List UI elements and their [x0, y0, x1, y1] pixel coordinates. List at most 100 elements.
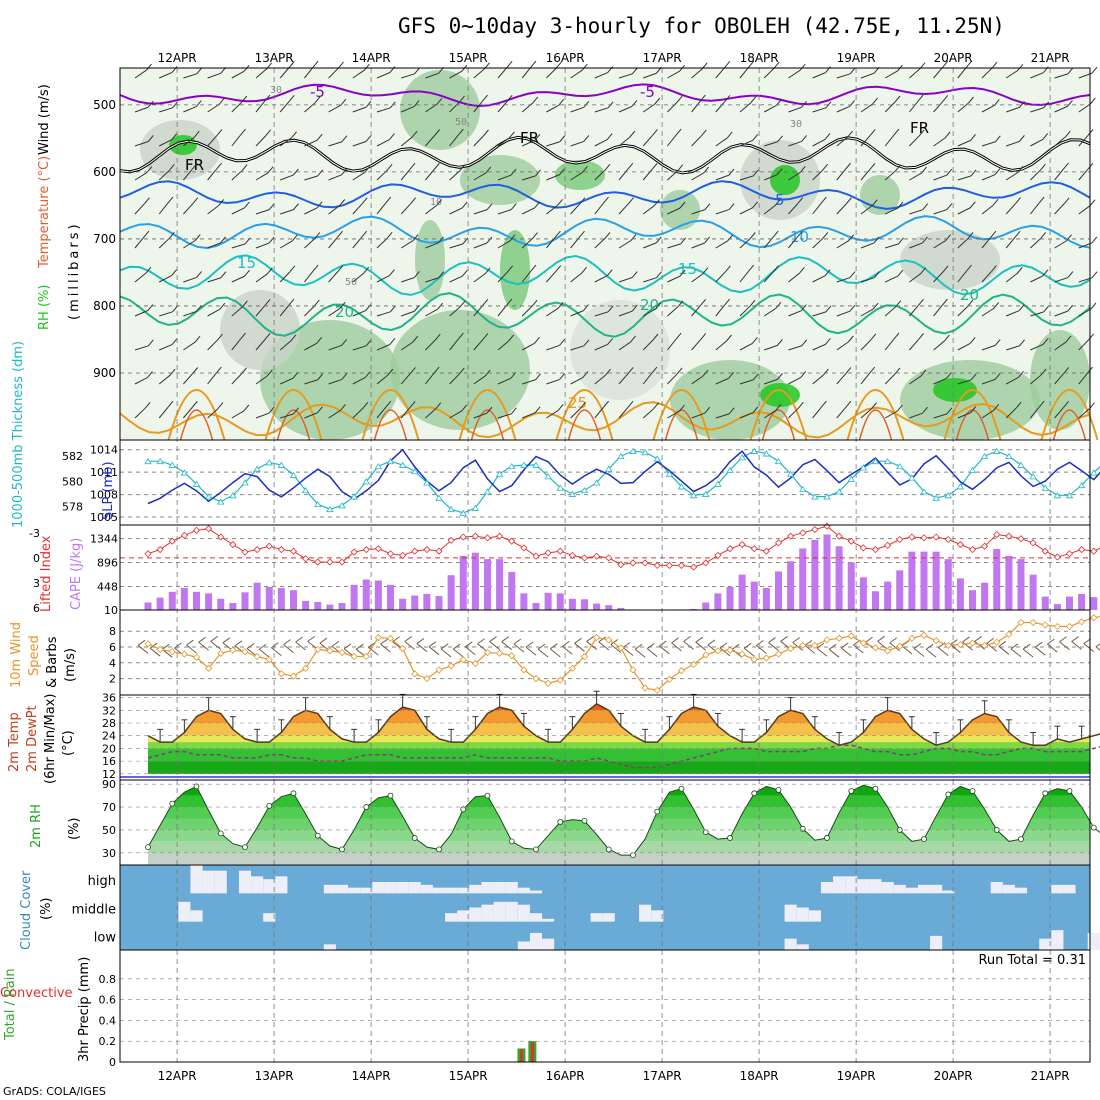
cape-bar	[605, 605, 613, 610]
wind-barb	[1054, 341, 1067, 351]
wind-barb-flag	[1063, 401, 1070, 408]
thickness-point	[495, 470, 504, 477]
wind-barb-10m-flag	[707, 639, 716, 646]
wind-barb	[473, 172, 487, 181]
wind-barb	[473, 68, 485, 79]
warm-loop	[555, 389, 614, 441]
wind-barb-flag	[700, 129, 707, 137]
wind-barb-flag	[801, 339, 808, 347]
wind-barb-flag	[627, 162, 634, 170]
lifted-index-point	[556, 547, 564, 555]
wind-barb-10m	[816, 647, 828, 657]
cape-bar	[399, 598, 407, 610]
panel-bg	[120, 950, 1090, 1062]
wind-barb-flag	[1064, 130, 1071, 138]
wind-barb	[158, 374, 171, 385]
wind-barb-flag	[171, 66, 178, 73]
lifted-index-point	[968, 545, 977, 554]
wind-barb-flag	[193, 130, 200, 138]
wind-speed-point	[641, 684, 649, 692]
wind-barb-flag	[195, 100, 202, 107]
wind-barb-10m-flag	[574, 637, 582, 644]
wind-speed-point	[665, 675, 673, 683]
cape-bar	[496, 559, 504, 610]
wind-barb	[231, 101, 243, 113]
rh-point	[314, 832, 321, 839]
wind-barb-flag	[749, 232, 756, 239]
panel-7	[120, 950, 1090, 1062]
rh-ylabel: 2m RH (%)	[29, 804, 82, 848]
wind-barb-flag	[433, 162, 440, 170]
wind-barb	[521, 305, 533, 317]
top-date-label: 17APR	[643, 51, 682, 65]
wind-barb	[328, 141, 343, 147]
wind-barb	[1054, 373, 1065, 385]
wind-barb-10m	[756, 645, 767, 654]
rh-point	[848, 788, 855, 794]
ylabel-precip: 3hr Precip (mm)	[77, 957, 92, 1062]
wind-barb-10m	[198, 641, 209, 651]
wind-barb-flag	[994, 339, 1001, 346]
wind-barb	[836, 406, 847, 419]
wind-barb-flag	[1015, 401, 1022, 409]
cloud-bar-high	[881, 882, 894, 894]
wind-barb	[1030, 202, 1040, 215]
cape-tick-label: 896	[97, 557, 118, 570]
rh-shade	[570, 300, 670, 400]
wind-barb	[884, 275, 899, 283]
wind-barb-flag	[364, 63, 370, 71]
wind-barb-flag	[291, 234, 298, 242]
wind-barb	[667, 70, 680, 79]
thickness-point	[144, 457, 152, 465]
wind-barb	[376, 406, 387, 419]
wind-barb-10m	[477, 643, 488, 653]
wind-barb-flag	[675, 332, 682, 340]
wind-barb-flag	[341, 338, 348, 346]
wind-barb	[134, 236, 145, 249]
cloud-bar-middle	[651, 910, 664, 922]
wind-barb	[546, 141, 560, 147]
cloud-bar-middle	[445, 913, 458, 922]
rh-shade	[900, 360, 1040, 440]
wind-speed-point	[908, 634, 916, 642]
wind-barb-10m	[465, 646, 476, 656]
wind-barb-flag	[607, 305, 614, 313]
wind-barb-flag	[1017, 166, 1024, 173]
thickness-point	[289, 471, 298, 478]
wind-tick-label: 4	[109, 657, 116, 670]
lifted-index-point	[447, 536, 455, 544]
wind-barb	[1030, 138, 1043, 147]
wind-barb	[352, 140, 367, 147]
wind-barb	[328, 174, 342, 181]
wind-barb-flag	[461, 269, 468, 277]
wind-barb	[183, 136, 195, 147]
wind-barb	[497, 209, 512, 215]
wind-barb-10m-flag	[743, 642, 752, 649]
wind-barb	[255, 135, 266, 147]
rh-tick-label: 90	[102, 778, 116, 791]
wind-barb-flag	[341, 373, 348, 380]
wind-barb-10m-flag	[355, 643, 364, 650]
rh-point	[581, 817, 588, 824]
cloud-bar-high	[481, 882, 494, 894]
wind-barb-flag	[990, 265, 997, 272]
lifted-index-point	[338, 558, 346, 566]
wind-barb-flag	[386, 164, 393, 171]
wind-barb	[667, 134, 677, 147]
rh-tick-label: 30	[102, 847, 116, 860]
wind-barb-flag	[461, 404, 468, 412]
wind-barb-flag	[825, 101, 832, 109]
wind-barb	[909, 339, 919, 351]
wind-barb	[739, 379, 754, 385]
isotherm-label: FR	[520, 129, 539, 147]
wind-barb	[158, 202, 169, 215]
wind-barb-flag	[796, 230, 803, 238]
wind-barb	[183, 203, 194, 215]
thickness-point	[702, 490, 710, 497]
wind-barb	[1030, 311, 1044, 317]
wind-barb-flag	[530, 264, 537, 272]
wind-barb	[304, 238, 316, 249]
wind-barb-flag	[606, 133, 613, 140]
wind-barb	[521, 66, 532, 79]
wind-speed-point	[944, 641, 952, 649]
